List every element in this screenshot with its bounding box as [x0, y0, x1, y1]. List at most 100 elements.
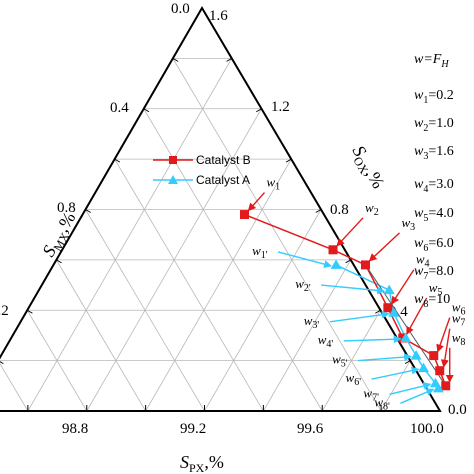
left-tick-1 — [0, 361, 4, 365]
point-w6 — [429, 351, 439, 361]
legend: Catalyst B Catalyst A — [153, 153, 251, 187]
ternary-grid — [0, 57, 411, 412]
bottom-tick-label-2: 99.6 — [297, 421, 324, 437]
label-w2p: w2' — [295, 276, 311, 294]
label-w8: w8 — [452, 330, 466, 348]
label-w3: w3 — [402, 215, 416, 233]
right-axis-title: SOX,% — [346, 142, 389, 193]
label-w6: w6 — [452, 300, 466, 318]
label-w4: w4 — [416, 252, 430, 270]
grid-line-l-7 — [0, 363, 29, 412]
point-w2 — [328, 245, 338, 255]
arrow-w6p — [371, 366, 420, 380]
grid-line-r-7 — [380, 360, 411, 412]
label-w7p: w7' — [363, 385, 379, 403]
legend-label-catalyst-a: Catalyst A — [196, 173, 250, 187]
right-tick-1 — [404, 360, 411, 365]
label-w2: w2 — [365, 200, 379, 218]
point-w8p — [432, 382, 444, 393]
point-w4p — [400, 332, 412, 342]
left-tick-7 — [172, 57, 179, 62]
arrow-w8p — [400, 388, 435, 404]
right-tick-5 — [285, 158, 292, 163]
left-tick-label-1: 0.8 — [57, 200, 76, 216]
arrow-w5p — [358, 353, 413, 362]
point-w3 — [361, 260, 370, 270]
arrow-w3p — [329, 310, 390, 323]
label-w1p: w1' — [252, 243, 268, 261]
grid-line-l-3 — [114, 158, 264, 412]
label-w5p: w5' — [332, 352, 348, 370]
axis-ticks — [0, 57, 411, 411]
arrow-w4p — [343, 335, 402, 344]
side-annotation-w7: w7=8.0 — [414, 264, 454, 282]
arrow-w1 — [247, 192, 266, 212]
label-w1: w1 — [266, 175, 280, 193]
right-tick-7 — [226, 57, 232, 62]
point-w7 — [435, 366, 445, 376]
grid-line-l-5 — [56, 259, 146, 412]
arrow-w6 — [436, 317, 451, 353]
arrow-w7p — [389, 382, 432, 395]
side-annotation-w8: w8=10 — [414, 292, 450, 310]
arrow-w2 — [336, 217, 364, 247]
grid-line-l-6 — [26, 310, 88, 412]
grid-line-r-4 — [204, 209, 322, 412]
side-annotation-w5: w5=4.0 — [414, 206, 454, 224]
left-tick-6 — [143, 108, 150, 113]
point-w2p — [383, 284, 395, 295]
label-w4p: w4' — [318, 332, 334, 350]
label-w7: w7 — [452, 311, 466, 329]
point-w8 — [441, 381, 451, 391]
grid-line-l-4 — [85, 209, 205, 412]
point-w5p — [410, 350, 422, 360]
legend-marker-catalyst-b — [169, 156, 177, 164]
label-w5: w5 — [429, 280, 443, 298]
point-w6p — [418, 362, 430, 373]
label-w6p: w6' — [346, 370, 362, 388]
side-annotation-w6: w6=6.0 — [414, 236, 454, 254]
right-tick-label-3: 0.0 — [448, 402, 467, 418]
right-tick-3 — [345, 259, 351, 264]
grid-line-r-6 — [321, 310, 381, 412]
right-axis-title-group: SOX,% — [346, 142, 389, 193]
bottom-tick-label-3: 100.0 — [410, 421, 444, 437]
side-annotation-w4: w4=3.0 — [414, 177, 454, 195]
right-tick-4 — [315, 209, 322, 213]
bottom-tick-label-1: 99.2 — [180, 421, 206, 437]
left-tick-label-0: 0.4 — [110, 100, 129, 116]
arrow-w4 — [391, 269, 415, 305]
arrow-w1p — [277, 251, 333, 268]
side-annotation-w2: w2=1.0 — [414, 116, 454, 134]
legend-marker-catalyst-a — [168, 175, 178, 184]
side-annotation-w3: w3=1.6 — [414, 144, 454, 162]
left-tick-3 — [56, 259, 62, 264]
side-annotation-w: w=FH — [414, 52, 449, 70]
trend-line — [365, 264, 447, 387]
label-w8p: w8' — [374, 394, 390, 412]
arrow-w3 — [368, 232, 400, 262]
right-tick-6 — [256, 108, 262, 113]
arrow-w2p — [321, 284, 386, 295]
left-tick-5 — [114, 158, 121, 163]
left-tick-label-2: 1.2 — [0, 303, 9, 319]
grid-line-r-5 — [263, 259, 352, 412]
side-annotations: w=FH w1=0.2 w2=1.0 w3=1.6 w4=3.0 w5=4.0 … — [414, 52, 454, 310]
bottom-axis-title: SPX,% — [180, 452, 224, 474]
arrow-w5 — [406, 297, 428, 335]
top-tick-label-1: 1.6 — [209, 8, 228, 24]
bottom-tick-label-0: 98.8 — [62, 421, 88, 437]
right-tick-2 — [375, 309, 381, 314]
right-tick-label-0: 1.2 — [271, 99, 290, 115]
side-annotation-w1: w1=0.2 — [414, 88, 454, 106]
left-tick-4 — [85, 209, 91, 213]
point-w1 — [239, 210, 249, 220]
grid-line-r-1 — [27, 58, 233, 412]
point-w1p — [330, 259, 342, 269]
right-tick-label-1: 0.8 — [330, 202, 349, 218]
legend-label-catalyst-b: Catalyst B — [196, 153, 251, 167]
arrow-w7 — [440, 328, 451, 368]
left-tick-2 — [27, 309, 33, 314]
